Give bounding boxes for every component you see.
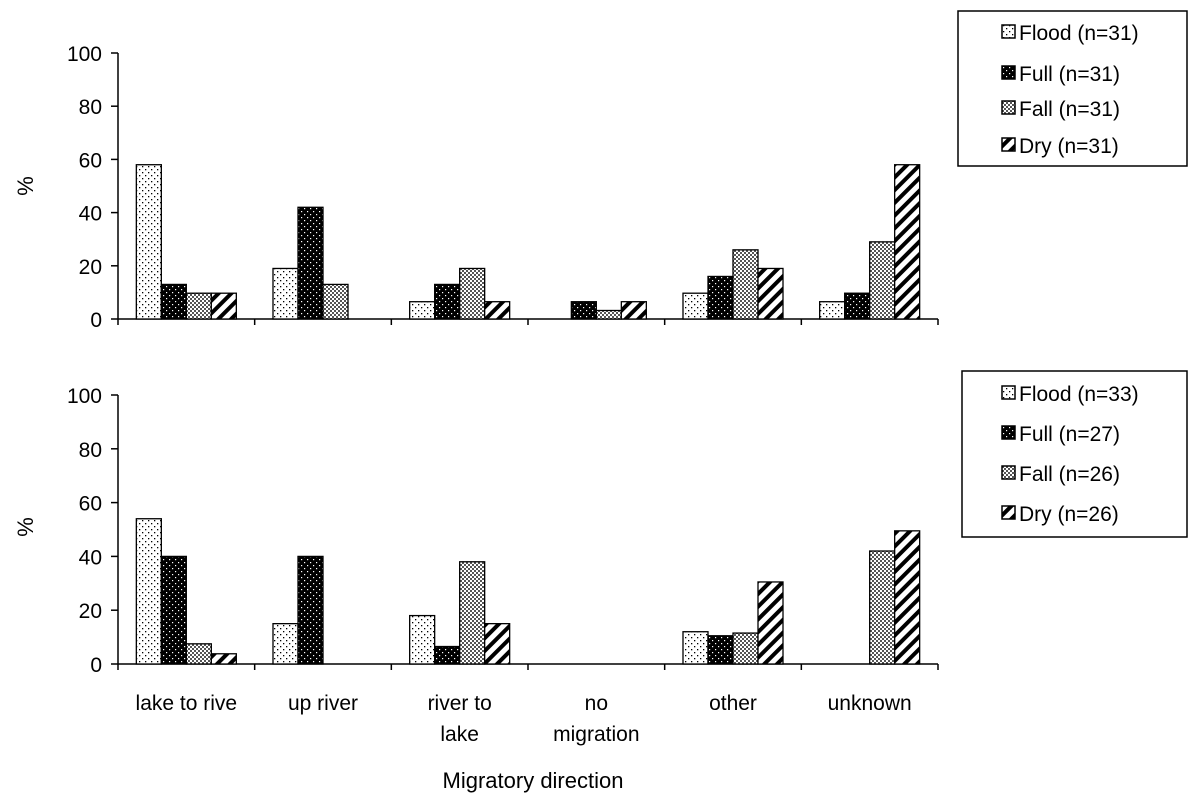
panel-top-bar-fall-lake-to-river — [185, 292, 212, 320]
panel-bottom-bar-flood-other — [682, 631, 709, 665]
panel-bottom-bar-fall-unknown — [869, 550, 896, 665]
panel-bottom-bar-fall-lake-to-river — [185, 643, 212, 665]
x-category-label-up-river: up river — [288, 692, 358, 715]
x-category-label-river-to-lake: river to lake — [428, 692, 492, 746]
legend-swatch-flood — [1001, 385, 1016, 400]
panel-top-bar-dry-unknown — [894, 164, 921, 320]
legend-swatch-dry — [1001, 505, 1016, 520]
panel-bottom-bar-dry-other — [757, 581, 784, 665]
panel-top-bar-fall-other — [732, 249, 759, 320]
panel-bottom-legend-frame — [961, 370, 1188, 538]
panel-top-bar-fall-river-to-lake — [459, 267, 486, 320]
panel-bottom-bar-full-lake-to-river — [160, 555, 187, 665]
legend-swatch-fall — [1001, 465, 1016, 480]
panel-top-bar-fall-unknown — [869, 241, 896, 320]
panel-top-y-tick-label-0: 0 — [90, 309, 102, 332]
panel-bottom-bars — [135, 518, 921, 665]
legend-label-full: Full (n=27) — [1019, 423, 1120, 446]
panel-bottom-y-tick-label-0: 0 — [90, 654, 102, 677]
panel-top-y-tick-label-60: 60 — [79, 149, 102, 172]
panel-bottom-bar-flood-up-river — [272, 623, 299, 665]
panel-bottom-y-tick-label-60: 60 — [79, 493, 102, 516]
panel-bottom: 0 20 40 60 80 100 lake to rive up river river to… — [13, 370, 1188, 793]
panel-bottom-bar-full-river-to-lake — [434, 645, 461, 665]
panel-bottom-y-tick-label-40: 40 — [79, 546, 102, 569]
legend-swatch-dry — [1001, 137, 1016, 152]
panel-top-bar-fall-up-river — [322, 283, 349, 320]
panel-top-bar-full-up-river — [297, 206, 324, 320]
legend-label-flood: Flood (n=31) — [1019, 22, 1139, 45]
panel-top-bar-full-river-to-lake — [434, 283, 461, 320]
legend-label-dry: Dry (n=31) — [1019, 135, 1119, 158]
panel-top-bar-flood-up-river — [272, 267, 299, 320]
panel-bottom-legend: Flood (n=33) Full (n=27) Fall (n=26) Dry… — [961, 370, 1188, 538]
panel-bottom-bar-dry-unknown — [894, 530, 921, 665]
panel-bottom-bar-full-other — [707, 635, 734, 665]
panel-bottom-y-tick-label-100: 100 — [67, 385, 102, 408]
panel-bottom-axes: 0 20 40 60 80 100 lake to rive up river river to… — [67, 385, 939, 746]
legend-label-dry: Dry (n=26) — [1019, 503, 1119, 526]
panel-top: 0 20 40 60 80 100 % Flood (n=31) Full (n=31) … — [13, 10, 1188, 332]
panel-top-bar-full-lake-to-river — [160, 283, 187, 320]
x-category-label-other: other — [709, 692, 757, 715]
x-category-label-no-migration: no migration — [553, 692, 639, 746]
panel-top-bar-flood-other — [682, 292, 709, 320]
panel-bottom-bar-flood-river-to-lake — [409, 614, 436, 665]
panel-bottom-bar-full-up-river — [297, 555, 324, 665]
legend-swatch-full — [1001, 65, 1016, 80]
panel-top-bar-full-other — [707, 275, 734, 320]
panel-top-bar-dry-lake-to-river — [210, 292, 237, 320]
panel-bottom-y-axis-label: % — [13, 517, 38, 537]
panel-top-bar-flood-lake-to-river — [135, 164, 162, 320]
legend-swatch-flood — [1001, 24, 1016, 39]
panel-bottom-bar-dry-lake-to-river — [210, 653, 237, 665]
x-axis-label: Migratory direction — [443, 768, 624, 793]
panel-top-y-tick-label-80: 80 — [79, 96, 102, 119]
legend-label-fall: Fall (n=31) — [1019, 98, 1120, 121]
panel-top-bar-full-unknown — [844, 292, 871, 320]
panel-top-y-tick-label-100: 100 — [67, 43, 102, 66]
panel-bottom-bar-flood-lake-to-river — [135, 518, 162, 665]
panel-top-bar-dry-no-migration — [620, 301, 647, 320]
panel-top-legend-frame — [957, 10, 1188, 167]
legend-label-full: Full (n=31) — [1019, 63, 1120, 86]
panel-top-bars — [135, 164, 921, 320]
panel-top-bar-flood-river-to-lake — [409, 301, 436, 320]
panel-bottom-bar-fall-other — [732, 632, 759, 665]
panel-top-bar-fall-no-migration — [595, 309, 622, 320]
panel-bottom-bar-dry-river-to-lake — [484, 623, 511, 665]
panel-bottom-bar-fall-river-to-lake — [459, 561, 486, 665]
x-category-label-lake-to-river: lake to rive — [136, 692, 238, 715]
panel-top-bar-full-no-migration — [570, 301, 597, 320]
panel-top-legend: Flood (n=31) Full (n=31) Fall (n=31) Dry… — [957, 10, 1188, 167]
panel-top-y-axis-label: % — [13, 176, 38, 196]
panel-top-y-tick-label-20: 20 — [79, 256, 102, 279]
panel-top-axes: 0 20 40 60 80 100 — [67, 43, 939, 332]
legend-label-flood: Flood (n=33) — [1019, 383, 1139, 406]
panel-top-bar-dry-other — [757, 267, 784, 320]
panel-top-bar-flood-unknown — [819, 301, 846, 320]
panel-top-y-tick-label-40: 40 — [79, 203, 102, 226]
panel-top-bar-dry-river-to-lake — [484, 301, 511, 320]
panel-bottom-y-tick-label-80: 80 — [79, 439, 102, 462]
legend-swatch-fall — [1001, 100, 1016, 115]
legend-label-fall: Fall (n=26) — [1019, 463, 1120, 486]
x-category-label-unknown: unknown — [828, 692, 912, 715]
legend-swatch-full — [1001, 425, 1016, 440]
panel-bottom-y-tick-label-20: 20 — [79, 600, 102, 623]
